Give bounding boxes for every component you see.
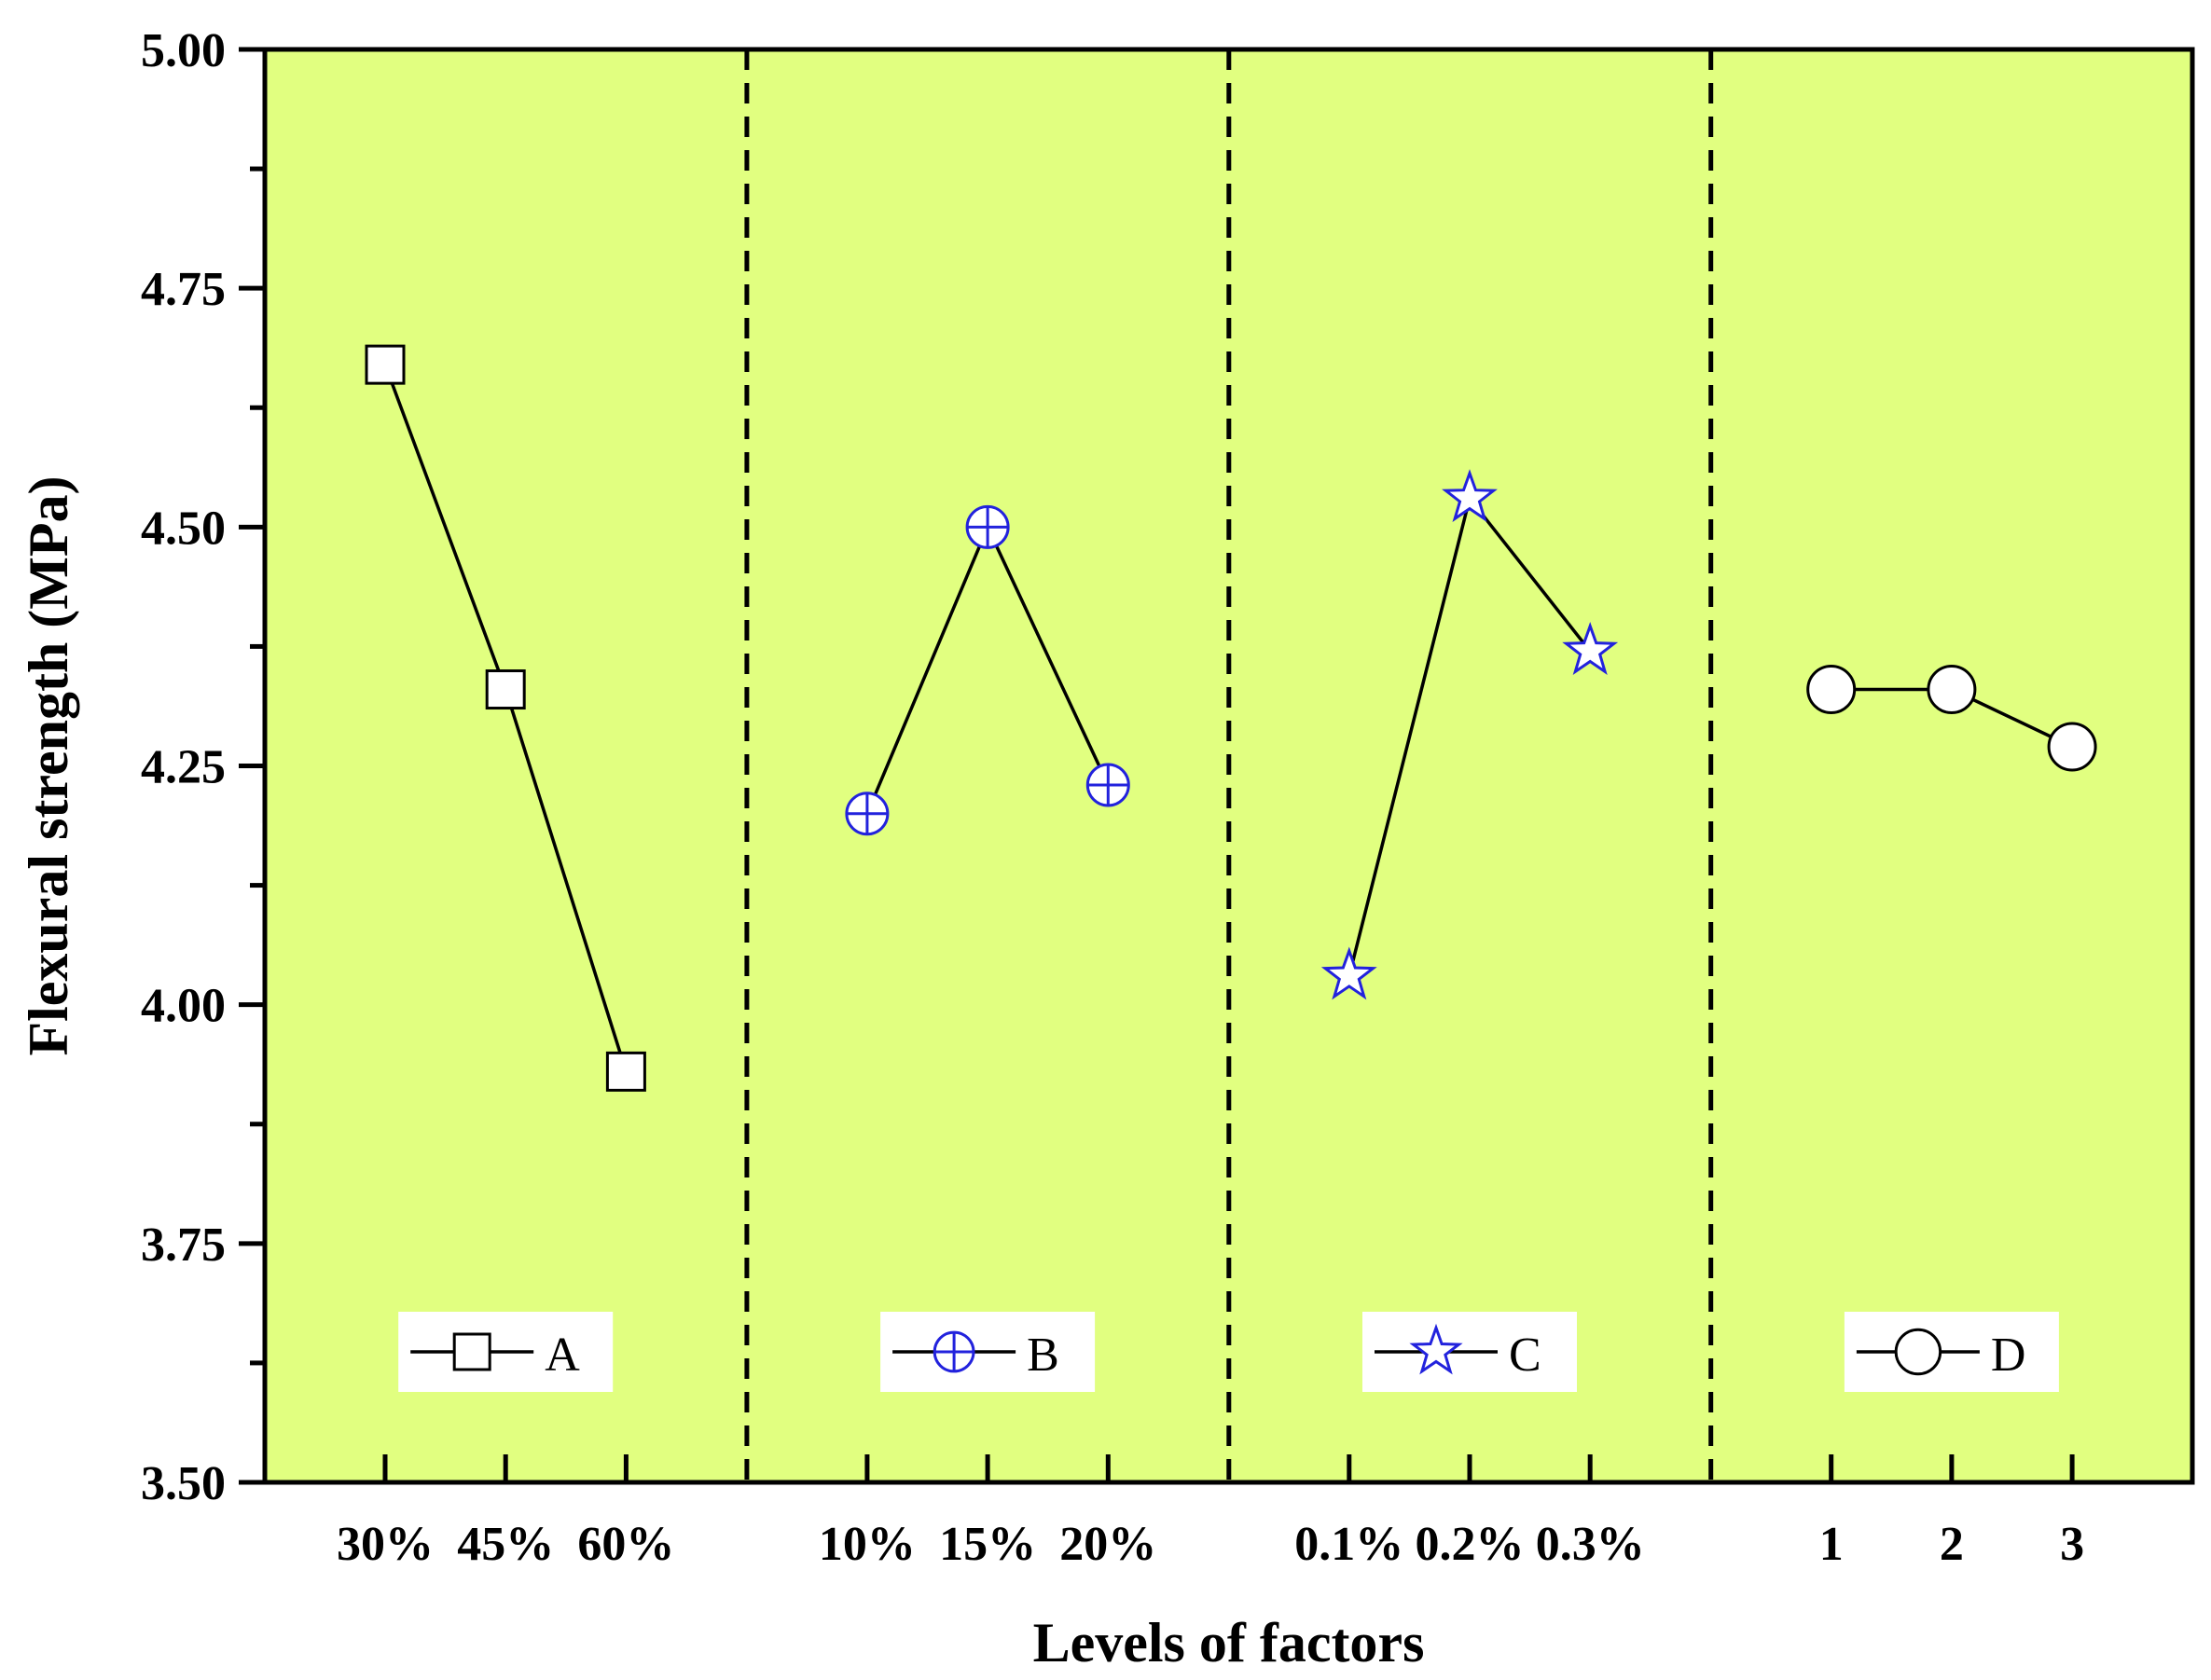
series-A	[365, 344, 646, 1092]
y-tick-label: 4.25	[141, 741, 226, 794]
series-D	[1806, 665, 2097, 772]
x-tick-label: 2	[1940, 1518, 1964, 1571]
series-C	[1320, 469, 1619, 1000]
y-axis-title: Flexural strength (MPa)	[18, 475, 79, 1055]
x-axis-title: Levels of factors	[1033, 1612, 1425, 1673]
y-tick-label: 5.00	[141, 24, 226, 77]
data-point	[1320, 946, 1377, 1000]
legend-B: B	[880, 1312, 1096, 1392]
x-tick-label: 45%	[457, 1518, 554, 1571]
x-tick-label: 0.3%	[1536, 1518, 1645, 1571]
x-tick-label: 0.1%	[1294, 1518, 1403, 1571]
x-axis: 30% 45% 60% 10% 15% 20% 0.1% 0.2% 0.3% 1 2 3	[337, 1454, 2084, 1571]
legend-label: D	[1991, 1329, 2026, 1382]
legend-label: C	[1509, 1329, 1541, 1382]
x-tick-label: 3	[2060, 1518, 2084, 1571]
plot-frame	[262, 47, 2195, 1485]
data-point	[365, 344, 406, 385]
legend-marker	[1894, 1328, 1942, 1376]
legend-A: A	[398, 1312, 614, 1392]
y-tick-label: 4.50	[141, 502, 226, 555]
data-point	[1927, 665, 1977, 715]
data-point	[1085, 763, 1130, 807]
group-dividers	[744, 49, 1714, 1482]
data-point	[965, 504, 1010, 549]
x-tick-label: 15%	[939, 1518, 1036, 1571]
legend-layer: A B C D	[398, 1312, 2059, 1392]
data-point	[845, 792, 890, 836]
series-layer	[365, 344, 2097, 1092]
legend-marker	[1409, 1323, 1463, 1375]
y-tick-label: 3.75	[141, 1219, 226, 1272]
y-tick-label: 3.50	[141, 1457, 226, 1510]
data-point	[485, 669, 526, 710]
data-point	[1562, 622, 1619, 676]
data-point	[1806, 665, 1857, 715]
data-point	[2047, 722, 2097, 772]
y-axis: 3.50 3.75 4.00 4.25 4.50 4.75 5.00	[141, 24, 265, 1510]
y-tick-label: 4.75	[141, 263, 226, 316]
x-tick-label: 30%	[337, 1518, 434, 1571]
x-tick-label: 60%	[577, 1518, 674, 1571]
data-point	[605, 1051, 646, 1092]
legend-label: A	[545, 1329, 580, 1382]
legend-D: D	[1844, 1312, 2059, 1392]
x-tick-label: 10%	[819, 1518, 916, 1571]
legend-C: C	[1362, 1312, 1577, 1392]
legend-label: B	[1027, 1329, 1059, 1382]
legend-marker	[452, 1332, 491, 1371]
series-B	[845, 504, 1130, 836]
data-point	[1442, 469, 1498, 522]
x-tick-label: 20%	[1059, 1518, 1156, 1571]
x-tick-label: 0.2%	[1416, 1518, 1525, 1571]
x-tick-label: 1	[1819, 1518, 1844, 1571]
legend-marker	[933, 1330, 975, 1373]
y-tick-label: 4.00	[141, 980, 226, 1033]
